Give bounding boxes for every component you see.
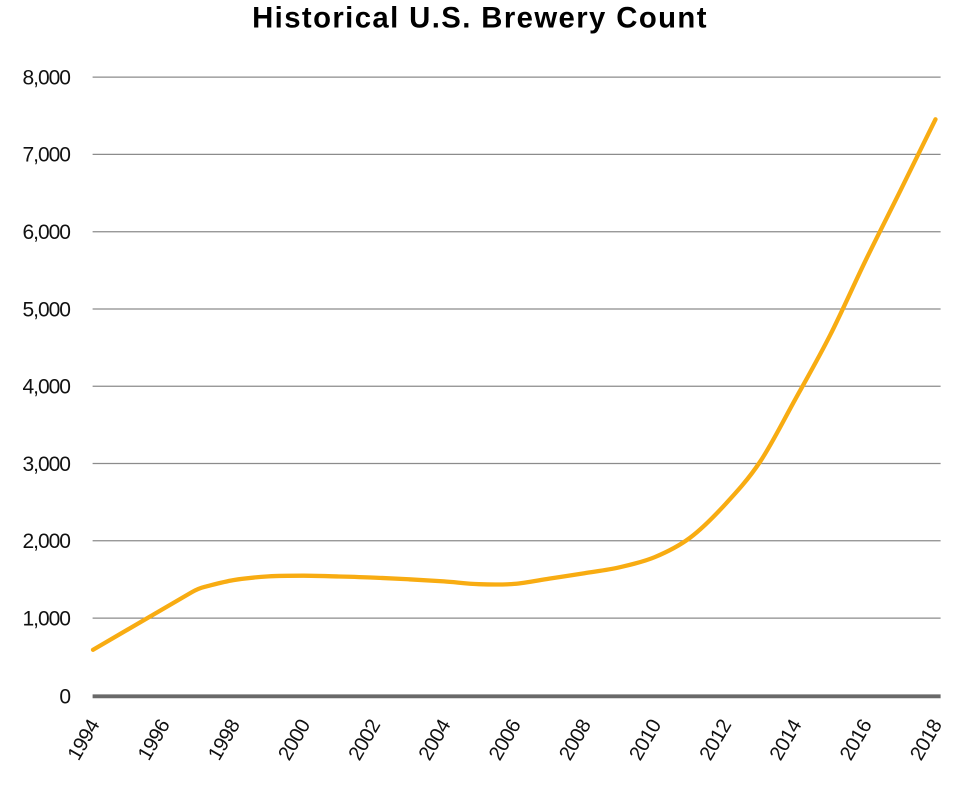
svg-text:2008: 2008 <box>555 716 596 764</box>
svg-text:1996: 1996 <box>134 716 175 764</box>
svg-text:3,000: 3,000 <box>22 453 70 476</box>
svg-text:2000: 2000 <box>274 716 315 764</box>
svg-text:1994: 1994 <box>64 716 105 764</box>
svg-text:8,000: 8,000 <box>22 66 70 89</box>
svg-text:0: 0 <box>59 686 70 709</box>
svg-text:7,000: 7,000 <box>22 144 70 167</box>
svg-text:4,000: 4,000 <box>22 376 70 399</box>
svg-text:6,000: 6,000 <box>22 221 70 244</box>
svg-text:Historical U.S. Brewery Count: Historical U.S. Brewery Count <box>252 2 708 35</box>
svg-text:2002: 2002 <box>345 716 386 764</box>
svg-text:2010: 2010 <box>625 716 666 764</box>
svg-text:2018: 2018 <box>906 716 947 764</box>
svg-text:2,000: 2,000 <box>22 530 70 553</box>
svg-text:1998: 1998 <box>204 716 245 764</box>
svg-text:2006: 2006 <box>485 716 526 764</box>
svg-text:5,000: 5,000 <box>22 298 70 321</box>
svg-text:1,000: 1,000 <box>22 607 70 630</box>
svg-text:2016: 2016 <box>836 716 877 764</box>
svg-text:2004: 2004 <box>415 716 456 764</box>
svg-text:2012: 2012 <box>696 716 737 764</box>
svg-text:2014: 2014 <box>766 716 807 764</box>
